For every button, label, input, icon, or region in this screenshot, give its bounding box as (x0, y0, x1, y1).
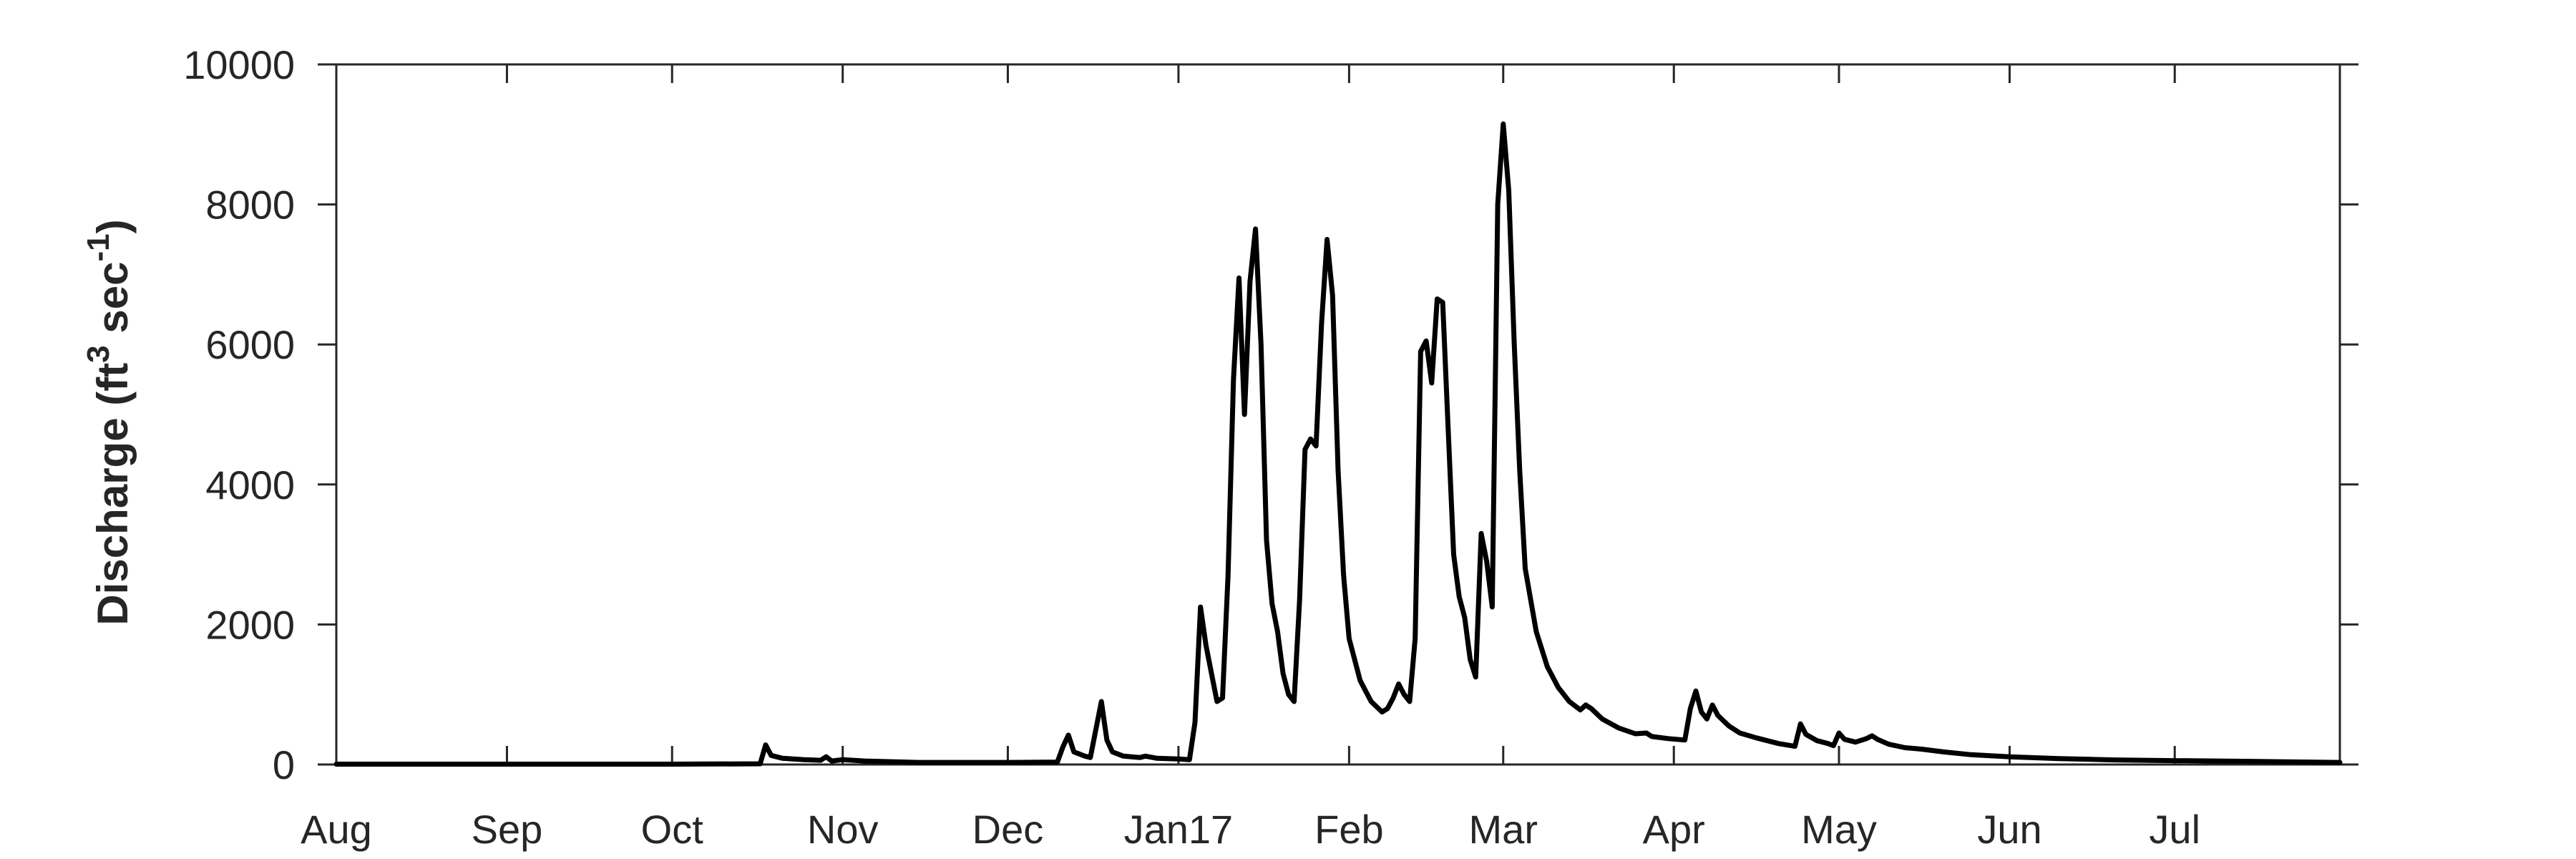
x-tick-label: Jun (1977, 807, 2041, 852)
discharge-series-line (333, 121, 2343, 767)
x-tick-label: Aug (301, 807, 372, 852)
x-tick-label: Nov (807, 807, 879, 852)
series-group (333, 121, 2343, 767)
y-tick-label: 4000 (205, 462, 295, 508)
y-tick-label: 8000 (205, 183, 295, 228)
x-tick-label: Sep (472, 807, 543, 852)
y-tick-label: 2000 (205, 602, 295, 647)
y-tick-label: 0 (273, 742, 295, 787)
x-tick-label: Jul (2149, 807, 2200, 852)
x-tick-label: Oct (641, 807, 704, 852)
plot-box (335, 63, 2341, 766)
y-tick-label: 10000 (183, 42, 295, 87)
x-tick-label: Mar (1469, 807, 1538, 852)
x-tick-label: Dec (972, 807, 1044, 852)
plot-frame (335, 63, 2341, 766)
y-axis-label: Discharge (ft3 sec-1) (81, 219, 137, 625)
x-tick-label: May (1801, 807, 1877, 852)
x-tick-label: Feb (1314, 807, 1384, 852)
y-tick-label: 6000 (205, 322, 295, 367)
x-tick-label: Jan17 (1124, 807, 1234, 852)
x-axis-ticks: Aug Sep Oct Nov Dec Jan17 Feb Mar Apr May Jun Jul (301, 64, 2200, 852)
x-tick-label: Apr (1643, 807, 1705, 852)
y-axis-ticks: 0 2000 4000 6000 8000 10000 (183, 42, 2358, 787)
